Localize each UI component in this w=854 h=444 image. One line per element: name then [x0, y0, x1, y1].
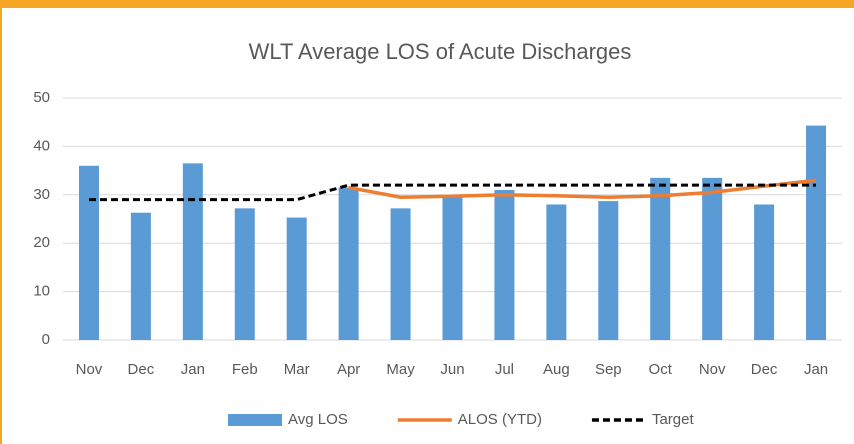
legend-swatch: [228, 414, 282, 426]
bar: [390, 208, 411, 340]
chart: WLT Average LOS of Acute Discharges 0 10 2…: [33, 39, 842, 428]
x-tick-label: Nov: [699, 361, 726, 378]
x-tick-label: Aug: [543, 361, 570, 378]
legend-label: Avg LOS: [288, 411, 348, 428]
x-tick-label: Nov: [76, 361, 103, 378]
y-tick-label: 10: [33, 283, 50, 300]
y-tick-label: 50: [33, 89, 50, 106]
x-tick-label: Jul: [495, 361, 514, 378]
bar: [650, 177, 671, 340]
y-tick-label: 0: [42, 331, 50, 348]
x-tick-label: May: [386, 361, 415, 378]
x-tick-label: Dec: [128, 361, 155, 378]
chart-title: WLT Average LOS of Acute Discharges: [249, 39, 632, 64]
bar: [546, 204, 567, 340]
legend-label: Target: [652, 411, 695, 428]
x-tick-label: Oct: [649, 361, 673, 378]
bar: [286, 217, 307, 340]
x-tick-label: Feb: [232, 361, 258, 378]
y-tick-label: 40: [33, 137, 50, 154]
bar: [598, 201, 619, 340]
x-tick-label: Apr: [337, 361, 360, 378]
bar: [754, 204, 775, 340]
x-tick-label: Sep: [595, 361, 622, 378]
y-tick-label: 30: [33, 186, 50, 203]
bar: [182, 163, 203, 340]
line-series: [348, 178, 817, 199]
x-tick-label: Jun: [440, 361, 464, 378]
x-tick-label: Mar: [284, 361, 310, 378]
bar: [234, 208, 255, 340]
legend-label: ALOS (YTD): [458, 411, 542, 428]
line-series: [88, 183, 817, 202]
bar: [494, 189, 515, 340]
bar: [338, 187, 359, 340]
y-tick-label: 20: [33, 234, 50, 251]
x-tick-label: Jan: [804, 361, 828, 378]
bar: [78, 165, 99, 340]
bar: [702, 177, 723, 340]
x-tick-label: Dec: [751, 361, 778, 378]
bar: [806, 125, 827, 340]
x-tick-label: Jan: [181, 361, 205, 378]
bar: [130, 212, 151, 340]
bar: [442, 197, 463, 340]
